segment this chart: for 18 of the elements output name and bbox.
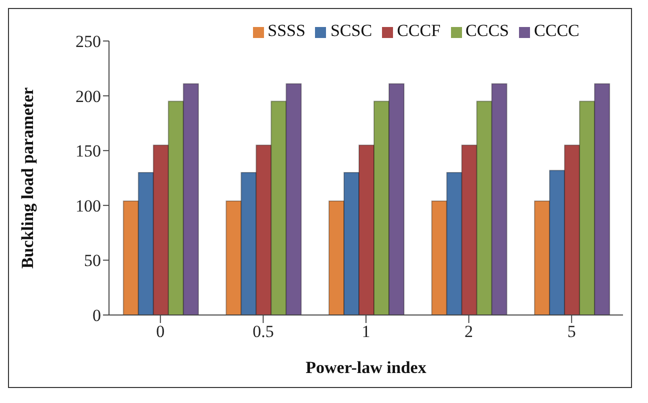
y-tick-label: 200 [76,86,101,106]
legend-label: CCCF [397,21,441,40]
x-tick-label: 2 [464,322,474,342]
legend-label: SCSC [330,21,372,40]
y-tick-label: 100 [76,196,101,216]
y-axis-title: Buckling load parameter [18,86,38,269]
legend-label: SSSS [268,21,306,40]
x-tick-label: 5 [567,322,576,342]
legend-label: CCCC [534,21,580,40]
y-tick-label: 50 [84,251,101,270]
x-tick-label: 0.5 [252,322,274,342]
legend-label: CCCS [466,21,510,40]
y-tick-label: 0 [92,306,101,326]
y-tick-label: 250 [76,32,101,52]
x-tick-label: 0 [156,322,165,342]
x-axis-title: Power-law index [306,358,427,377]
x-tick-label: 1 [362,322,370,342]
y-tick-label: 150 [76,142,101,161]
